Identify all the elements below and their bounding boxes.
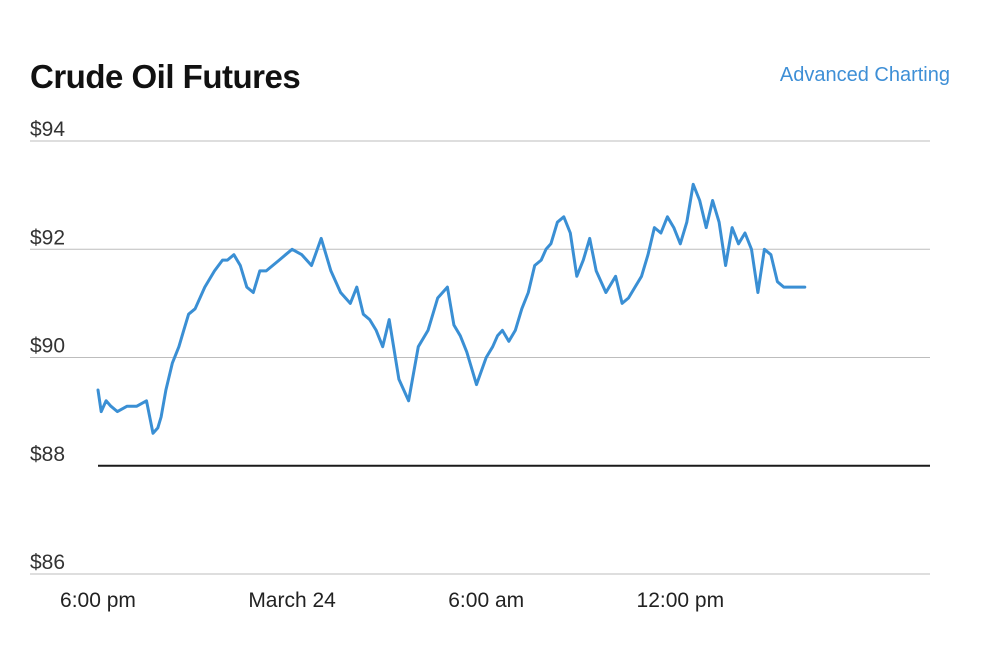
grid bbox=[30, 140, 930, 575]
x-tick-label: 12:00 pm bbox=[637, 589, 725, 612]
price-series-line bbox=[96, 182, 807, 435]
y-tick-label: $88 bbox=[30, 443, 65, 466]
advanced-charting-link[interactable]: Advanced Charting bbox=[779, 64, 950, 86]
y-tick-label: $94 bbox=[30, 118, 65, 141]
x-tick-label: 6:00 am bbox=[448, 589, 524, 612]
y-tick-label: $86 bbox=[30, 551, 65, 574]
chart-title: Crude Oil Futures bbox=[30, 58, 301, 95]
y-tick-label: $90 bbox=[30, 335, 65, 358]
price-line-layer bbox=[96, 182, 807, 435]
x-axis-labels: 6:00 pm March 24 6:00 am 12:00 pm bbox=[60, 589, 724, 612]
y-tick-label: $92 bbox=[30, 226, 65, 249]
y-axis-labels: $94 $92 $90 $88 $86 bbox=[30, 118, 65, 574]
x-tick-label: March 24 bbox=[248, 589, 336, 612]
x-tick-label: 6:00 pm bbox=[60, 589, 136, 612]
